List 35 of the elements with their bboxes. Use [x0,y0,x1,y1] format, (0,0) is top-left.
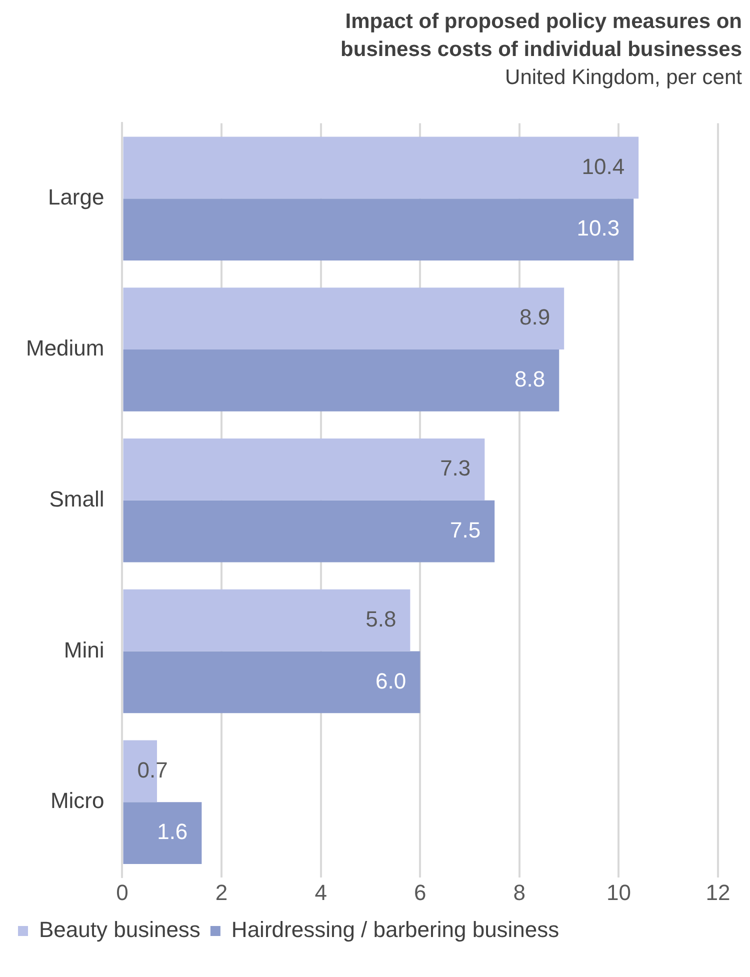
chart-title: Impact of proposed policy measures on business costs of individual businesses [340,9,742,63]
data-label: 5.8 [366,606,396,632]
data-label: 7.3 [440,456,471,481]
bar [123,350,560,412]
bar [123,288,564,350]
bar [123,589,410,652]
legend-label: Beauty business [39,917,200,942]
data-label: 6.0 [376,668,406,694]
x-tick-label: 0 [116,880,128,905]
x-tick-label: 10 [606,880,631,905]
y-tick-label: Large [48,184,104,210]
data-label: 1.6 [157,819,188,844]
chart-subtitle: United Kingdom, per cent [504,65,742,91]
data-label: 10.4 [582,154,625,179]
bar [123,136,639,199]
y-tick-label: Medium [26,336,104,361]
data-label: 7.5 [450,517,481,542]
x-tick-label: 8 [513,880,526,905]
bar [123,802,202,864]
x-tick-label: 2 [215,880,228,905]
legend-label: Hairdressing / barbering business [231,917,560,942]
data-label: 0.7 [137,757,168,782]
bar [123,651,420,714]
x-tick-label: 6 [414,880,426,905]
x-tick-label: 12 [706,880,730,905]
y-tick-label: Micro [50,788,104,814]
bar [123,500,495,562]
y-tick-label: Small [49,486,104,512]
data-label: 8.9 [520,304,550,330]
bar [123,438,485,500]
x-tick-label: 4 [314,880,327,905]
data-label: 8.8 [514,366,546,392]
bar [123,198,634,260]
data-label: 10.3 [576,216,620,241]
y-tick-label: Mini [64,637,104,662]
